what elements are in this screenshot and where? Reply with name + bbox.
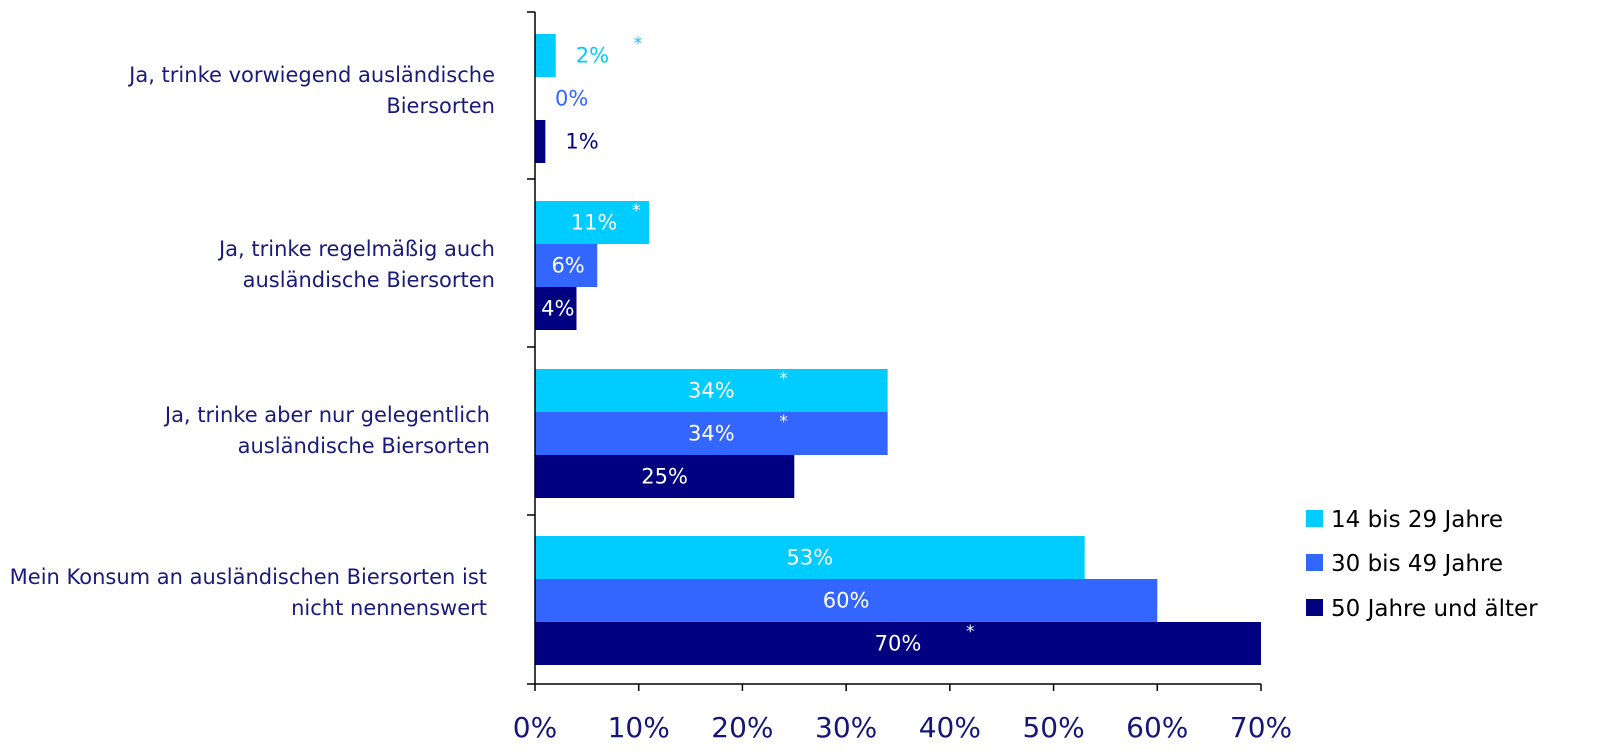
data-labels-layer: 2% * 0% 1% 11% * 6% 4% 34% * 34% * 25% 53% 60%70% *: [541, 34, 974, 656]
category-label-0-line-0: Ja, trinke vorwiegend ausländische: [127, 63, 495, 87]
category-label-3-line-1: nicht nennenswert: [291, 596, 487, 620]
x-tick-label-4: 40%: [919, 711, 981, 744]
bars-layer: [535, 34, 1261, 665]
x-tick-label-2: 20%: [711, 711, 773, 744]
data-label-s2-c2: 25%: [641, 465, 688, 489]
data-label-s1-c0: 0%: [555, 87, 588, 111]
data-label-s2-c3: 70%: [875, 632, 922, 656]
significance-star-s0-c0: *: [634, 34, 643, 54]
category-label-1-line-1: ausländische Biersorten: [243, 268, 495, 292]
data-label-s0-c1: 11%: [571, 211, 618, 235]
bar-s0-c3: [535, 536, 1085, 579]
data-label-s0-c0: 2%: [576, 44, 609, 68]
x-tick-label-5: 50%: [1022, 711, 1084, 744]
legend-label-2: 50 Jahre und älter: [1331, 596, 1538, 622]
x-tick-label-3: 30%: [815, 711, 877, 744]
category-label-1-line-0: Ja, trinke regelmäßig auch: [217, 237, 495, 261]
data-label-s0-c3: 53%: [786, 546, 833, 570]
legend-swatch-1: [1306, 554, 1323, 571]
bar-s0-c2: [535, 369, 888, 412]
bar-s2-c3: [535, 622, 1261, 665]
x-tick-label-7: 70%: [1230, 711, 1292, 744]
bar-s1-c3: [535, 579, 1158, 622]
category-labels-layer: Ja, trinke vorwiegend ausländische Bierso…: [10, 63, 495, 620]
legend-swatch-2: [1306, 599, 1323, 616]
significance-star-s0-c1: *: [632, 201, 641, 221]
bar-s2-c0: [535, 120, 546, 163]
legend-swatch-0: [1306, 510, 1323, 527]
bar-s0-c0: [535, 34, 556, 77]
bar-s2-c2: [535, 455, 795, 498]
data-label-s1-c2: 34%: [688, 422, 735, 446]
significance-star-s0-c2: *: [779, 369, 788, 389]
legend-label-1: 30 bis 49 Jahre: [1331, 551, 1503, 577]
bar-s1-c1: [535, 244, 598, 287]
x-tick-label-0: 0%: [513, 711, 557, 744]
data-label-s0-c2: 34%: [688, 379, 735, 403]
data-label-s1-c1: 6%: [551, 254, 584, 278]
data-label-s2-c0: 1%: [565, 130, 598, 154]
significance-star-s2-c3: *: [966, 622, 975, 642]
bar-s2-c1: [535, 287, 577, 330]
category-label-0-line-1: Biersorten: [386, 94, 495, 118]
category-label-2-line-0: Ja, trinke aber nur gelegentlich: [163, 403, 490, 427]
legend: 14 bis 29 Jahre 30 bis 49 Jahre 50 Jahre u…: [1306, 507, 1538, 622]
data-label-s1-c3: 60%: [823, 589, 870, 613]
category-label-2-line-1: ausländische Biersorten: [238, 434, 490, 458]
x-tick-label-6: 60%: [1126, 711, 1188, 744]
x-tick-label-1: 10%: [608, 711, 670, 744]
category-label-3-line-0: Mein Konsum an ausländischen Biersorten …: [10, 565, 487, 589]
bar-s1-c2: [535, 412, 888, 455]
significance-star-s1-c2: *: [779, 412, 788, 432]
data-label-s2-c1: 4%: [541, 297, 574, 321]
axes-layer: 0% 10% 20% 30% 40% 50% 60% 70%: [513, 11, 1292, 744]
bar-s0-c1: [535, 201, 650, 244]
legend-label-0: 14 bis 29 Jahre: [1331, 507, 1503, 533]
